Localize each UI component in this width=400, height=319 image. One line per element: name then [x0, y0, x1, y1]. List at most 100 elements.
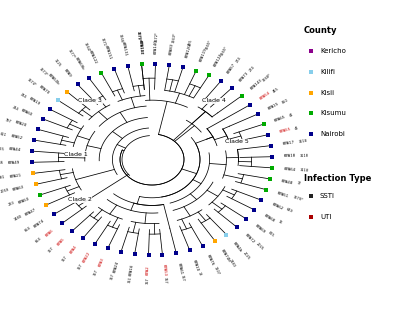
Text: 649: 649 [285, 208, 293, 214]
Text: KPA74b: KPA74b [220, 248, 231, 263]
Text: KPA72: KPA72 [244, 233, 256, 244]
Text: KPA9: KPA9 [62, 68, 72, 78]
Text: County: County [304, 26, 338, 34]
Text: KPA15: KPA15 [267, 102, 280, 111]
Text: 850: 850 [281, 99, 289, 105]
Text: Kilifi: Kilifi [320, 69, 335, 75]
Text: KPA47: KPA47 [24, 208, 37, 217]
Text: 2146: 2146 [0, 161, 4, 165]
Text: KPA10: KPA10 [192, 259, 199, 272]
Text: 3118: 3118 [299, 168, 308, 173]
Text: 654: 654 [35, 236, 43, 244]
Text: KPA16: KPA16 [129, 263, 135, 276]
Text: 3118: 3118 [300, 154, 309, 158]
Text: KPA65: KPA65 [274, 114, 286, 122]
Text: KPA5: KPA5 [56, 237, 66, 247]
Text: 41: 41 [289, 112, 294, 118]
Text: 3673*: 3673* [38, 67, 49, 78]
Text: 3666*: 3666* [118, 33, 124, 44]
Text: KPA119: KPA119 [199, 47, 208, 63]
Text: Clade 3: Clade 3 [78, 98, 102, 103]
Text: SSTI: SSTI [320, 193, 335, 199]
Text: 357: 357 [48, 246, 55, 254]
Text: UTI: UTI [320, 214, 331, 220]
Text: KPA69: KPA69 [254, 223, 266, 234]
Text: KPA73: KPA73 [238, 70, 249, 82]
Text: 2025: 2025 [242, 251, 251, 260]
Text: Infection Type: Infection Type [304, 174, 371, 183]
Text: 3671*: 3671* [100, 37, 107, 48]
Text: KPA57: KPA57 [226, 62, 236, 74]
Text: KPA62: KPA62 [271, 202, 284, 211]
Text: KPA122: KPA122 [88, 50, 98, 65]
Text: KPA74: KPA74 [33, 218, 45, 228]
Text: KPA61: KPA61 [177, 262, 183, 275]
Text: 3672*: 3672* [154, 31, 159, 41]
Text: 3676*: 3676* [292, 195, 303, 202]
Text: KPA49: KPA49 [8, 160, 20, 165]
Text: 3674*: 3674* [26, 78, 37, 88]
Text: 3118: 3118 [298, 139, 308, 145]
Text: KPA50b: KPA50b [47, 73, 60, 86]
Text: 357: 357 [93, 269, 99, 276]
Text: 3668*: 3668* [261, 72, 272, 83]
Text: KPA4: KPA4 [69, 245, 78, 255]
Text: Nairobi: Nairobi [320, 131, 345, 137]
Text: KPA134: KPA134 [137, 40, 142, 55]
Text: KPA83: KPA83 [169, 43, 175, 56]
Text: Clade 2: Clade 2 [68, 197, 92, 202]
Text: 357: 357 [62, 255, 69, 263]
Text: 455: 455 [272, 86, 280, 93]
Text: KPA52: KPA52 [10, 134, 23, 140]
Text: 2025: 2025 [255, 241, 264, 251]
Text: KPA55: KPA55 [279, 127, 292, 134]
Text: 274: 274 [249, 65, 256, 73]
Text: 233: 233 [8, 201, 15, 207]
Text: 3665*: 3665* [205, 39, 212, 50]
Text: KPA17: KPA17 [282, 140, 295, 146]
Text: 2483: 2483 [228, 259, 236, 269]
Text: 3664*: 3664* [83, 42, 91, 53]
Text: KPA4b: KPA4b [232, 241, 243, 253]
Text: 357: 357 [163, 277, 168, 284]
Text: KPA68: KPA68 [263, 213, 276, 223]
Text: Clade 5: Clade 5 [225, 139, 249, 144]
Text: KPA3: KPA3 [98, 256, 105, 267]
Text: 3671*: 3671* [136, 31, 141, 42]
Text: Kisii: Kisii [320, 90, 334, 95]
Text: KPA54: KPA54 [259, 91, 271, 101]
Text: KPA64: KPA64 [283, 167, 296, 172]
Text: KPA44: KPA44 [8, 147, 21, 152]
Text: 41: 41 [294, 126, 300, 131]
Text: Clade 1: Clade 1 [64, 152, 88, 157]
Text: 244: 244 [19, 92, 27, 99]
Text: KPA120: KPA120 [184, 43, 192, 58]
Text: KPA107: KPA107 [137, 40, 142, 55]
Text: KPA124: KPA124 [213, 53, 224, 68]
Text: 2069: 2069 [0, 188, 10, 194]
Text: 485: 485 [188, 39, 194, 46]
Text: KPA19: KPA19 [28, 96, 41, 106]
Text: 357: 357 [110, 273, 116, 280]
Text: KPA6: KPA6 [45, 228, 55, 237]
Text: KPA69b: KPA69b [73, 56, 84, 71]
Text: Kisumu: Kisumu [320, 110, 346, 116]
Text: KPA48: KPA48 [281, 179, 294, 185]
Text: 3670*: 3670* [136, 31, 141, 42]
Text: Clade 4: Clade 4 [202, 98, 226, 103]
Text: 3663*: 3663* [172, 32, 177, 43]
Text: 1207: 1207 [213, 266, 220, 276]
Text: KPA63: KPA63 [12, 185, 25, 192]
Text: 17: 17 [296, 182, 302, 186]
Text: 381: 381 [0, 174, 6, 180]
Text: 16: 16 [277, 220, 283, 226]
Text: KPA131: KPA131 [120, 41, 127, 57]
Text: 351: 351 [128, 276, 132, 283]
Text: 1480: 1480 [13, 214, 23, 222]
Text: KPA60: KPA60 [20, 108, 33, 117]
Text: KPA143: KPA143 [249, 78, 263, 91]
Text: 787: 787 [4, 118, 12, 124]
Text: KPA22: KPA22 [82, 251, 91, 264]
Text: KPA51: KPA51 [277, 191, 290, 198]
Text: KPA24: KPA24 [113, 261, 120, 273]
